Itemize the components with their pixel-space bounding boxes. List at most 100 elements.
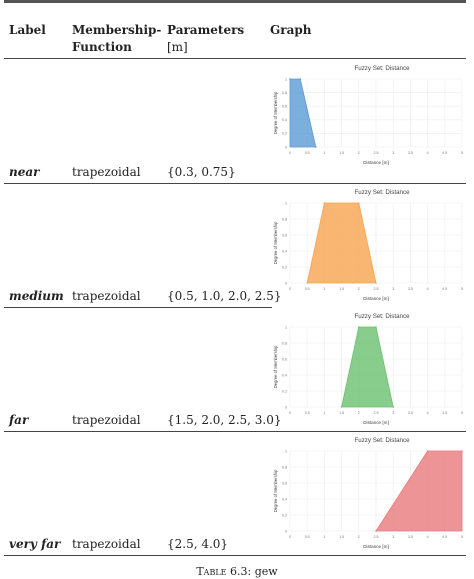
graph-very-far: Fuzzy Set: Distance 0 0.5 1 1.5 2 2.5 3 3.5 4 4.5 5… <box>270 432 466 552</box>
x-tick-label: 3 <box>392 535 394 539</box>
row-function-near: trapezoidal <box>72 165 141 179</box>
y-tick-label: 1 <box>285 449 287 453</box>
membership-point <box>461 450 463 452</box>
membership-area <box>375 450 463 532</box>
membership-point <box>315 146 317 148</box>
header-membership-line2: Function <box>72 40 132 54</box>
header-rule <box>4 58 466 59</box>
header-membership: Membership- Function <box>72 22 161 56</box>
header-parameters-line1: Parameters <box>167 23 245 37</box>
y-tick-label: 0 <box>285 529 287 533</box>
y-tick-label: 0.2 <box>282 513 287 517</box>
x-tick-label: 0.5 <box>305 411 310 415</box>
x-tick-label: 4 <box>427 535 429 539</box>
header-graph: Graph <box>270 23 312 37</box>
x-tick-label: 2 <box>358 411 360 415</box>
membership-point <box>340 406 343 408</box>
header-parameters: Parameters [m] <box>167 22 244 56</box>
y-tick-label: 0.2 <box>282 389 287 393</box>
y-tick-label: 0 <box>285 145 287 149</box>
x-tick-label: 4.5 <box>442 287 447 291</box>
fuzzy-chart-near: Fuzzy Set: Distance 0 0.5 1 1.5 2 2.5 3 3.5 4 4.5 5… <box>273 65 463 165</box>
membership-point <box>426 450 429 452</box>
x-tick-label: 3.5 <box>408 151 413 155</box>
x-tick-label: 5 <box>461 287 463 291</box>
membership-point <box>358 326 360 328</box>
row-label-medium: medium <box>9 289 64 303</box>
x-tick-label: 1.5 <box>339 411 344 415</box>
x-tick-label: 0 <box>289 151 291 155</box>
chart-title: Fuzzy Set: Distance <box>354 65 410 72</box>
header-membership-line1: Membership- <box>72 23 162 37</box>
x-tick-label: 0 <box>289 411 291 415</box>
membership-point <box>306 282 308 284</box>
x-tick-label: 3.5 <box>408 287 413 291</box>
table-top-rule <box>4 0 466 3</box>
fuzzy-chart-medium: Fuzzy Set: Distance 0 0.5 1 1.5 2 2.5 3 3.5 4 4.5 5… <box>273 189 463 301</box>
x-tick-label: 5 <box>461 535 463 539</box>
row-function-very-far: trapezoidal <box>72 537 141 551</box>
x-tick-label: 1 <box>323 287 325 291</box>
x-axis-label: Distance [m] <box>363 420 389 425</box>
membership-point <box>299 78 302 80</box>
x-tick-label: 2.5 <box>374 411 379 415</box>
y-tick-label: 0.6 <box>282 481 287 485</box>
graph-near: Fuzzy Set: Distance 0 0.5 1 1.5 2 2.5 3 3.5 4 4.5 5… <box>270 60 466 168</box>
x-tick-label: 3.5 <box>408 411 413 415</box>
y-tick-label: 0.4 <box>282 497 287 501</box>
x-tick-label: 1.5 <box>339 151 344 155</box>
caption-prefix: Table 6.3: <box>196 565 252 578</box>
x-tick-label: 3 <box>392 287 394 291</box>
x-tick-label: 3 <box>392 411 394 415</box>
row-rule-2 <box>4 307 272 308</box>
y-tick-label: 0.8 <box>282 217 287 221</box>
membership-point <box>375 530 377 532</box>
x-tick-label: 1 <box>323 535 325 539</box>
header-label: Label <box>9 23 46 37</box>
membership-area <box>306 202 377 284</box>
row-rule-3 <box>4 431 466 432</box>
x-tick-label: 4 <box>427 411 429 415</box>
x-axis-label: Distance [m] <box>363 544 389 549</box>
chart-title: Fuzzy Set: Distance <box>354 437 410 444</box>
graph-far: Fuzzy Set: Distance 0 0.5 1 1.5 2 2.5 3 3.5 4 4.5 5… <box>270 308 466 428</box>
membership-point <box>375 326 377 328</box>
y-tick-label: 0.4 <box>282 373 287 377</box>
table-caption: Table 6.3: gew <box>0 565 474 578</box>
row-params-very-far: {2.5, 4.0} <box>167 537 229 551</box>
fuzzy-chart-very-far: Fuzzy Set: Distance 0 0.5 1 1.5 2 2.5 3 3.5 4 4.5 5… <box>273 437 463 549</box>
caption-text: gew <box>254 565 278 578</box>
row-params-far: {1.5, 2.0, 2.5, 3.0} <box>167 413 282 427</box>
y-tick-label: 1 <box>285 77 287 81</box>
x-tick-label: 2 <box>358 287 360 291</box>
y-tick-label: 1 <box>285 201 287 205</box>
y-tick-label: 0.6 <box>282 105 287 109</box>
y-tick-label: 0.6 <box>282 357 287 361</box>
chart-title: Fuzzy Set: Distance <box>354 313 410 320</box>
y-tick-label: 0.2 <box>282 265 287 269</box>
row-params-near: {0.3, 0.75} <box>167 165 236 179</box>
y-tick-label: 0.4 <box>282 249 287 253</box>
x-tick-label: 0.5 <box>305 151 310 155</box>
x-tick-label: 0.5 <box>305 287 310 291</box>
x-tick-label: 2.5 <box>374 535 379 539</box>
row-label-very-far: very far <box>9 537 61 551</box>
x-tick-label: 2.5 <box>374 151 379 155</box>
membership-point <box>358 202 360 204</box>
x-tick-label: 4.5 <box>442 411 447 415</box>
y-tick-label: 0.8 <box>282 465 287 469</box>
y-tick-label: 0.8 <box>282 91 287 95</box>
x-tick-label: 0 <box>289 535 291 539</box>
y-axis-label: Degree of Membership <box>273 469 278 512</box>
membership-point <box>289 78 291 80</box>
x-tick-label: 4 <box>427 151 429 155</box>
table-bottom-rule <box>4 555 466 556</box>
x-tick-label: 1 <box>323 411 325 415</box>
row-params-medium: {0.5, 1.0, 2.0, 2.5} <box>167 289 282 303</box>
y-tick-label: 0.4 <box>282 118 287 122</box>
y-tick-label: 0.6 <box>282 233 287 237</box>
x-tick-label: 1 <box>323 151 325 155</box>
membership-area <box>289 78 317 148</box>
y-tick-label: 1 <box>285 325 287 329</box>
x-tick-label: 5 <box>461 151 463 155</box>
